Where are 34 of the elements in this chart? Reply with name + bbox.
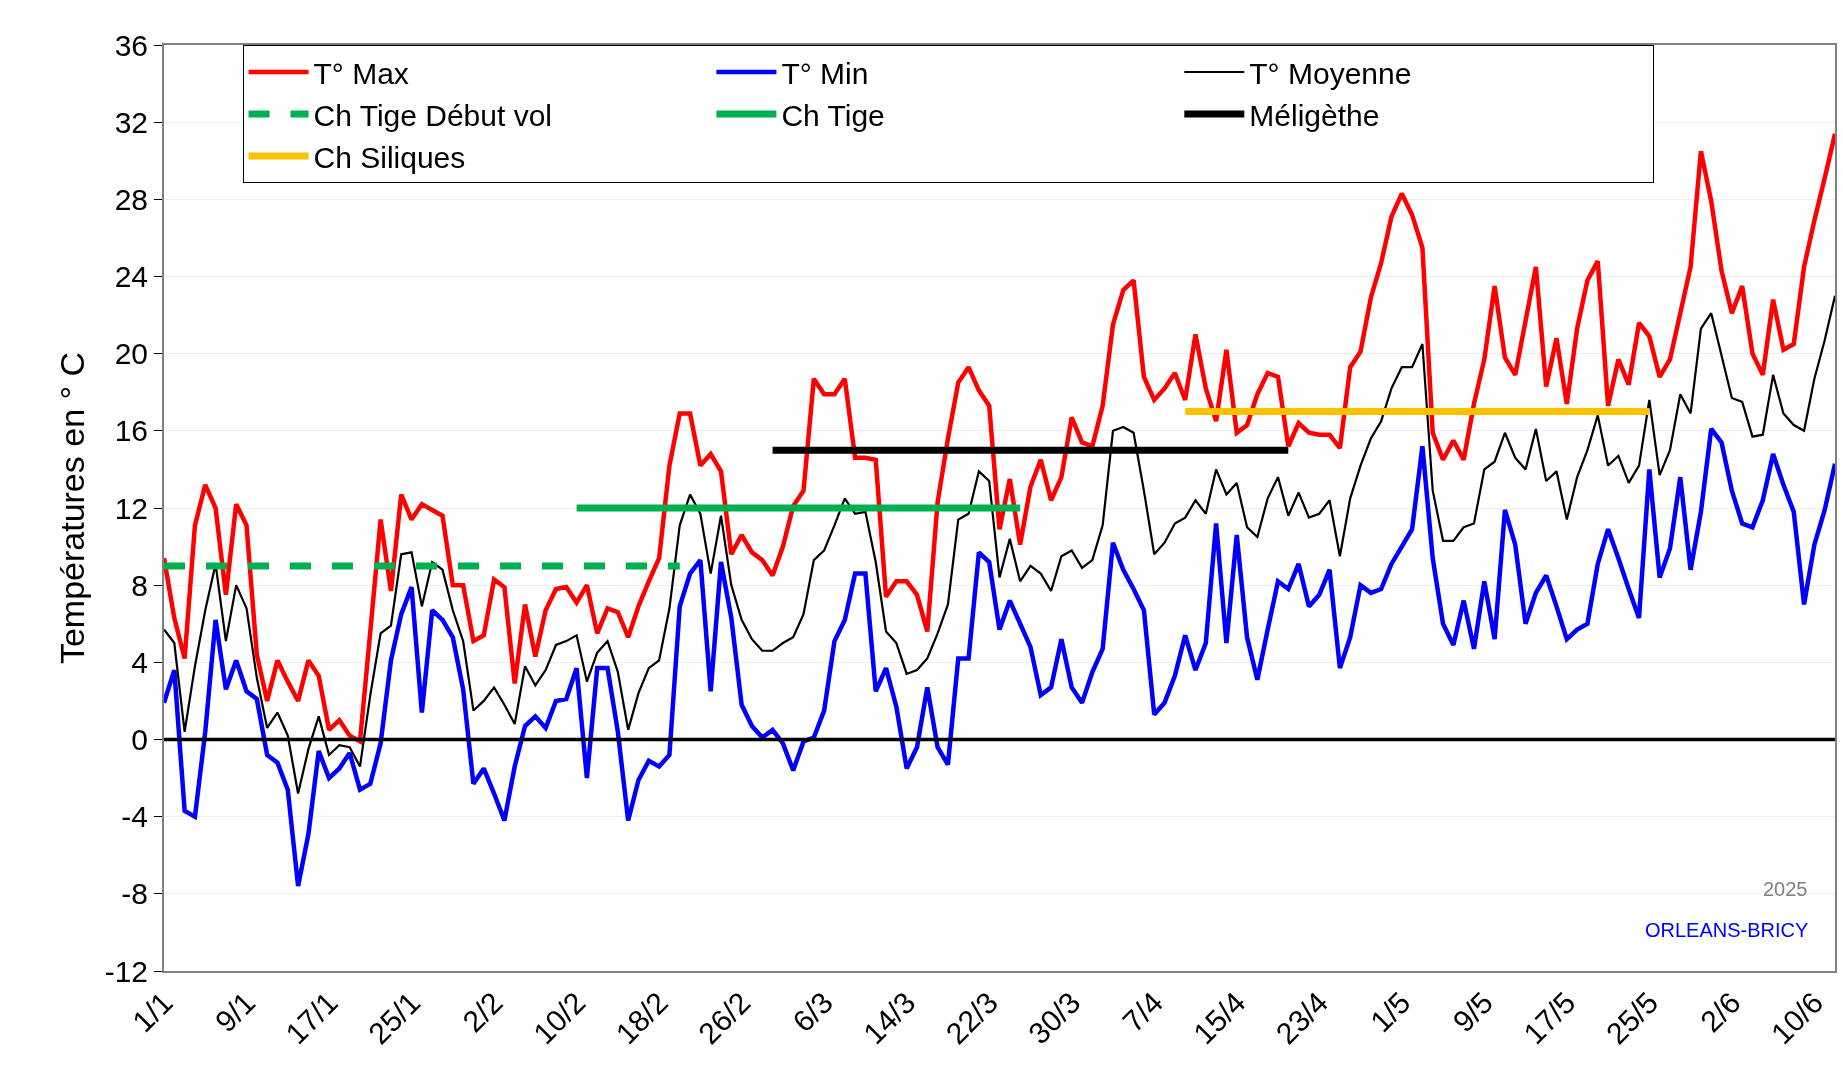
y-tick-label: 32 bbox=[114, 105, 148, 139]
y-tick-label: 20 bbox=[114, 337, 148, 371]
x-tick-label: 7/4 bbox=[1116, 985, 1170, 1039]
legend-label: T° Max bbox=[313, 56, 409, 90]
x-tick-label: 9/5 bbox=[1446, 985, 1500, 1039]
y-tick-label: -4 bbox=[121, 800, 148, 834]
x-tick-label: 2/6 bbox=[1693, 985, 1747, 1039]
legend-label: Ch Tige Début vol bbox=[313, 98, 553, 132]
x-tick-label: 6/3 bbox=[786, 985, 839, 1039]
x-tick-label: 1/5 bbox=[1363, 985, 1417, 1039]
annotation: 2025 bbox=[1763, 878, 1808, 900]
y-axis-title: Températures en ° C bbox=[52, 351, 91, 665]
annotation: ORLEANS-BRICY bbox=[1645, 919, 1809, 941]
y-tick-label: 28 bbox=[114, 182, 148, 216]
y-tick-label: -8 bbox=[121, 877, 148, 911]
legend-label: T° Moyenne bbox=[1249, 56, 1412, 90]
y-tick-label: -12 bbox=[104, 954, 148, 988]
x-tick-label: 25/1 bbox=[361, 985, 427, 1051]
x-tick-label: 9/1 bbox=[208, 985, 262, 1039]
y-tick-label: 16 bbox=[114, 414, 148, 448]
legend-label: Méligèthe bbox=[1249, 98, 1380, 132]
y-tick-label: 0 bbox=[131, 723, 148, 756]
legend-label: Ch Siliques bbox=[313, 140, 466, 174]
x-tick-label: 30/3 bbox=[1021, 985, 1087, 1051]
y-tick-label: 24 bbox=[114, 260, 148, 293]
y-tick-label: 36 bbox=[114, 28, 148, 62]
x-tick-label: 17/1 bbox=[279, 985, 344, 1051]
y-tick-label: 12 bbox=[114, 491, 148, 525]
x-tick-label: 1/1 bbox=[126, 985, 179, 1039]
legend-label: Ch Tige bbox=[781, 98, 885, 132]
legend-label: T° Min bbox=[781, 56, 869, 90]
x-tick-label: 2/2 bbox=[456, 985, 509, 1039]
y-tick-label: 8 bbox=[131, 568, 148, 602]
y-tick-label: 4 bbox=[131, 645, 148, 679]
